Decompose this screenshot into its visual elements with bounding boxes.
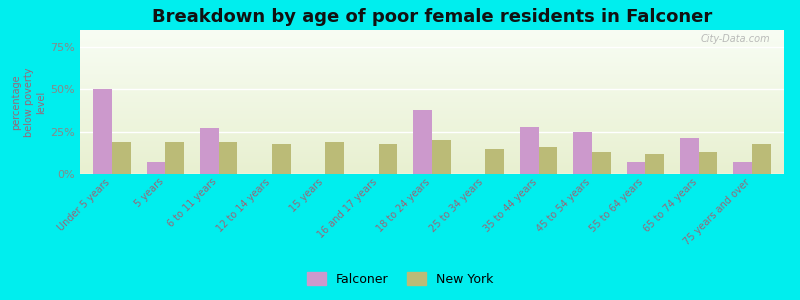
Title: Breakdown by age of poor female residents in Falconer: Breakdown by age of poor female resident… [152,8,712,26]
Bar [486,148,504,174]
Bar [414,110,432,174]
Legend: Falconer, New York: Falconer, New York [302,267,498,291]
Bar [626,162,646,174]
Bar [112,142,130,174]
Bar [698,152,718,174]
Text: City-Data.com: City-Data.com [700,34,770,44]
Bar [646,154,664,174]
Bar [680,138,698,174]
Bar [574,132,592,174]
Bar [218,142,238,174]
Bar [752,143,770,174]
Bar [538,147,558,174]
Bar [272,143,290,174]
Bar [166,142,184,174]
Bar [378,143,398,174]
Y-axis label: percentage
below poverty
level: percentage below poverty level [11,67,46,137]
Bar [734,162,752,174]
Bar [432,140,450,174]
Bar [146,162,166,174]
Bar [592,152,610,174]
Bar [520,127,538,174]
Bar [326,142,344,174]
Bar [94,89,112,174]
Bar [200,128,218,174]
